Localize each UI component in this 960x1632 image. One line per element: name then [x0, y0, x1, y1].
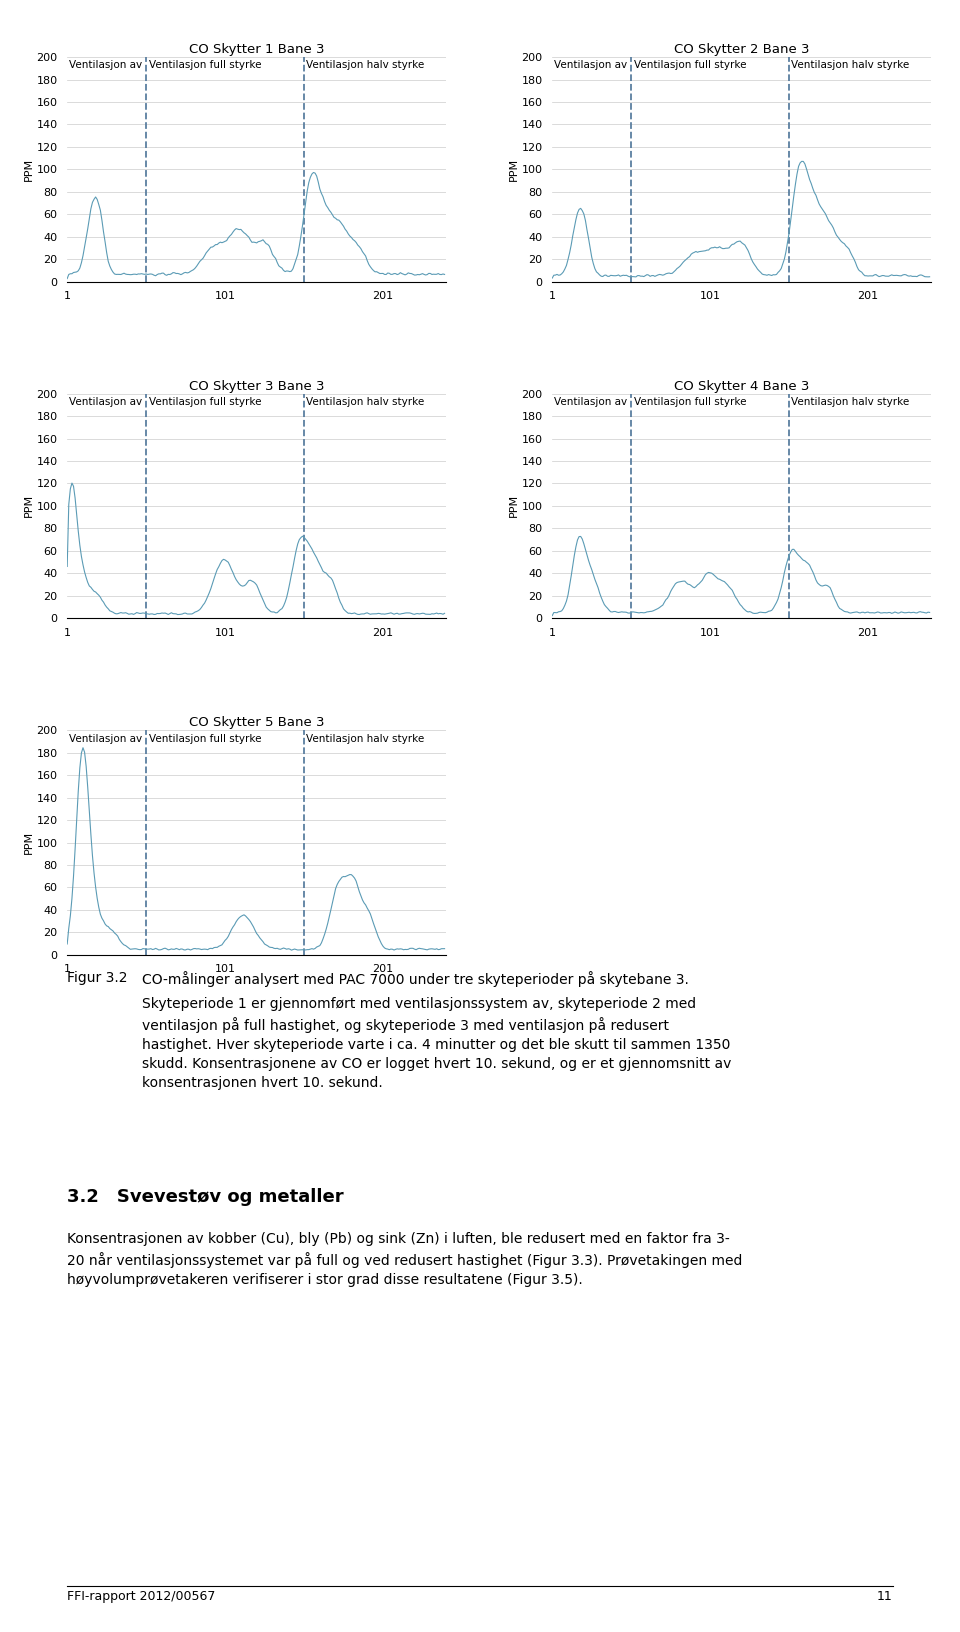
Y-axis label: PPM: PPM	[509, 158, 518, 181]
Title: CO Skytter 1 Bane 3: CO Skytter 1 Bane 3	[189, 42, 324, 55]
Text: FFI-rapport 2012/00567: FFI-rapport 2012/00567	[67, 1590, 216, 1603]
Text: 3.2 Svevestøv og metaller: 3.2 Svevestøv og metaller	[67, 1188, 344, 1206]
Text: Figur 3.2: Figur 3.2	[67, 971, 128, 986]
Text: 11: 11	[877, 1590, 893, 1603]
Text: Ventilasjon av: Ventilasjon av	[69, 60, 142, 70]
Text: Ventilasjon full styrke: Ventilasjon full styrke	[149, 397, 261, 406]
Text: Ventilasjon full styrke: Ventilasjon full styrke	[634, 60, 746, 70]
Text: Ventilasjon full styrke: Ventilasjon full styrke	[634, 397, 746, 406]
Text: Skyteperiode 1 er gjennomført med ventilasjonssystem av, skyteperiode 2 med
vent: Skyteperiode 1 er gjennomført med ventil…	[142, 997, 732, 1090]
Text: Konsentrasjonen av kobber (Cu), bly (Pb) og sink (Zn) i luften, ble redusert med: Konsentrasjonen av kobber (Cu), bly (Pb)…	[67, 1232, 743, 1288]
Y-axis label: PPM: PPM	[24, 158, 34, 181]
Text: Ventilasjon halv styrke: Ventilasjon halv styrke	[306, 734, 424, 744]
Title: CO Skytter 2 Bane 3: CO Skytter 2 Bane 3	[674, 42, 809, 55]
Y-axis label: PPM: PPM	[24, 831, 34, 854]
Text: Ventilasjon halv styrke: Ventilasjon halv styrke	[306, 397, 424, 406]
Y-axis label: PPM: PPM	[509, 494, 518, 517]
Y-axis label: PPM: PPM	[24, 494, 34, 517]
Text: Ventilasjon halv styrke: Ventilasjon halv styrke	[791, 397, 910, 406]
Text: Ventilasjon av: Ventilasjon av	[69, 734, 142, 744]
Title: CO Skytter 4 Bane 3: CO Skytter 4 Bane 3	[674, 380, 809, 393]
Text: Ventilasjon av: Ventilasjon av	[554, 397, 627, 406]
Text: Ventilasjon halv styrke: Ventilasjon halv styrke	[306, 60, 424, 70]
Text: Ventilasjon av: Ventilasjon av	[554, 60, 627, 70]
Text: Ventilasjon halv styrke: Ventilasjon halv styrke	[791, 60, 910, 70]
Title: CO Skytter 3 Bane 3: CO Skytter 3 Bane 3	[189, 380, 324, 393]
Text: Ventilasjon full styrke: Ventilasjon full styrke	[149, 734, 261, 744]
Title: CO Skytter 5 Bane 3: CO Skytter 5 Bane 3	[189, 716, 324, 730]
Text: Ventilasjon full styrke: Ventilasjon full styrke	[149, 60, 261, 70]
Text: CO-målinger analysert med PAC 7000 under tre skyteperioder på skytebane 3.: CO-målinger analysert med PAC 7000 under…	[142, 971, 689, 987]
Text: Ventilasjon av: Ventilasjon av	[69, 397, 142, 406]
